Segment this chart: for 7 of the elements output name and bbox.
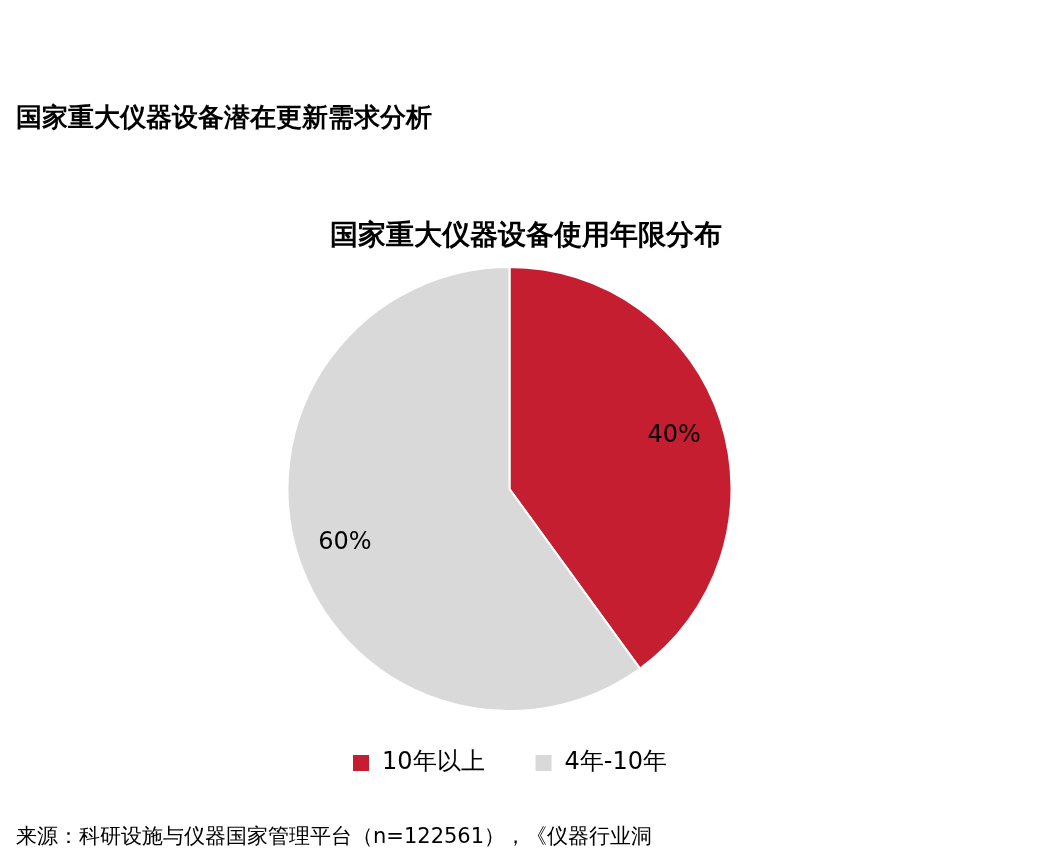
- chart-subtitle: 国家重大仪器设备使用年限分布: [328, 217, 723, 253]
- chart-title: 国家重大仪器设备潜在更新需求分析: [16, 101, 432, 134]
- data-label: 40%: [647, 419, 701, 448]
- legend-label: 4年-10年: [564, 747, 667, 776]
- data-label: 60%: [318, 526, 372, 555]
- source-note: 来源：科研设施与仪器国家管理平台（n=122561），《仪器行业洞: [16, 823, 653, 850]
- legend-label: 10年以上: [382, 747, 485, 776]
